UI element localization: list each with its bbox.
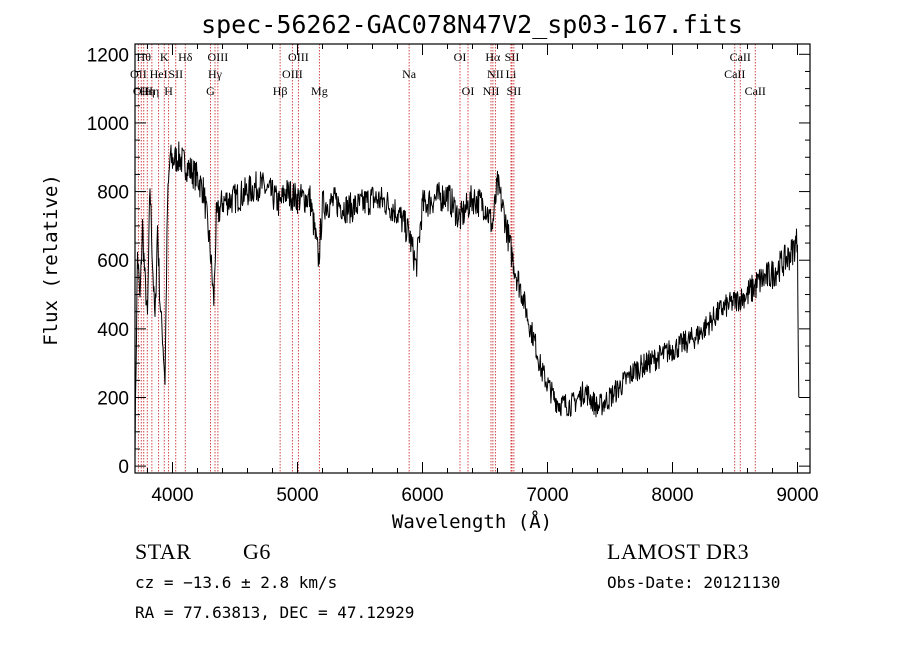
- x-tick-label: 4000: [151, 485, 193, 506]
- y-tick-label: 1000: [87, 114, 129, 135]
- line-label: OIII: [208, 50, 229, 64]
- flux-line-0: [134, 141, 800, 458]
- line-label: Hα: [485, 50, 501, 64]
- line-label: SII: [507, 84, 522, 98]
- line-label: Hβ: [273, 84, 288, 98]
- line-label: SII: [168, 67, 183, 81]
- x-tick-label: 8000: [651, 485, 693, 506]
- line-label: OII: [130, 67, 147, 81]
- y-axis-label: Flux (relative): [40, 174, 62, 346]
- x-tick-label: 9000: [776, 485, 818, 506]
- obs-date: Obs-Date: 20121130: [607, 573, 781, 592]
- redshift-cz: cz = −13.6 ± 2.8 km/s: [135, 573, 338, 592]
- plot-frame: [134, 43, 811, 474]
- line-label: Hγ: [208, 67, 223, 81]
- line-label: OI: [454, 50, 467, 64]
- x-tick-label: 5000: [276, 485, 318, 506]
- line-label: OIII: [288, 50, 309, 64]
- line-label: NII: [483, 84, 500, 98]
- y-tick-label: 800: [97, 183, 129, 204]
- line-label: SII: [505, 50, 520, 64]
- line-label: K: [160, 50, 169, 64]
- line-label: Hη: [140, 84, 155, 98]
- line-label: OIII: [282, 67, 303, 81]
- object-class: STAR: [135, 539, 192, 564]
- line-label: Hη: [144, 84, 159, 98]
- line-label: NII: [487, 67, 504, 81]
- line-label: H: [164, 84, 173, 98]
- line-label: OI: [462, 84, 475, 98]
- line-label: HeI: [150, 67, 168, 81]
- line-label: Hθ: [137, 50, 152, 64]
- ra-dec: RA = 77.63813, DEC = 47.12929: [135, 603, 415, 622]
- line-label: Li: [506, 67, 517, 81]
- line-label: OII: [133, 84, 150, 98]
- flux-series: [134, 141, 800, 458]
- y-tick-label: 200: [97, 388, 129, 409]
- y-tick-label: 600: [97, 251, 129, 272]
- line-label: Hδ: [178, 50, 193, 64]
- line-label: Mg: [311, 84, 328, 98]
- x-tick-label: 6000: [401, 485, 443, 506]
- line-label: CaII: [745, 84, 766, 98]
- line-label: G: [206, 84, 215, 98]
- y-axis-ticks: 0 200 400 600 800 1000 1200: [87, 45, 810, 478]
- chart-title: spec-56262-GAC078N47V2_sp03-167.fits: [201, 10, 743, 39]
- survey-name: LAMOST DR3: [607, 539, 750, 564]
- x-axis-ticks: 4000 5000 6000 7000 8000 9000: [147, 44, 819, 506]
- x-axis-label: Wavelength (Å): [392, 510, 552, 533]
- line-label: CaII: [724, 67, 745, 81]
- y-tick-label: 0: [118, 457, 129, 478]
- line-label: Na: [402, 67, 417, 81]
- line-label: CaII: [730, 50, 751, 64]
- x-tick-label: 7000: [526, 485, 568, 506]
- y-tick-label: 1200: [87, 45, 129, 66]
- object-subclass: G6: [243, 539, 271, 564]
- y-tick-label: 400: [97, 320, 129, 341]
